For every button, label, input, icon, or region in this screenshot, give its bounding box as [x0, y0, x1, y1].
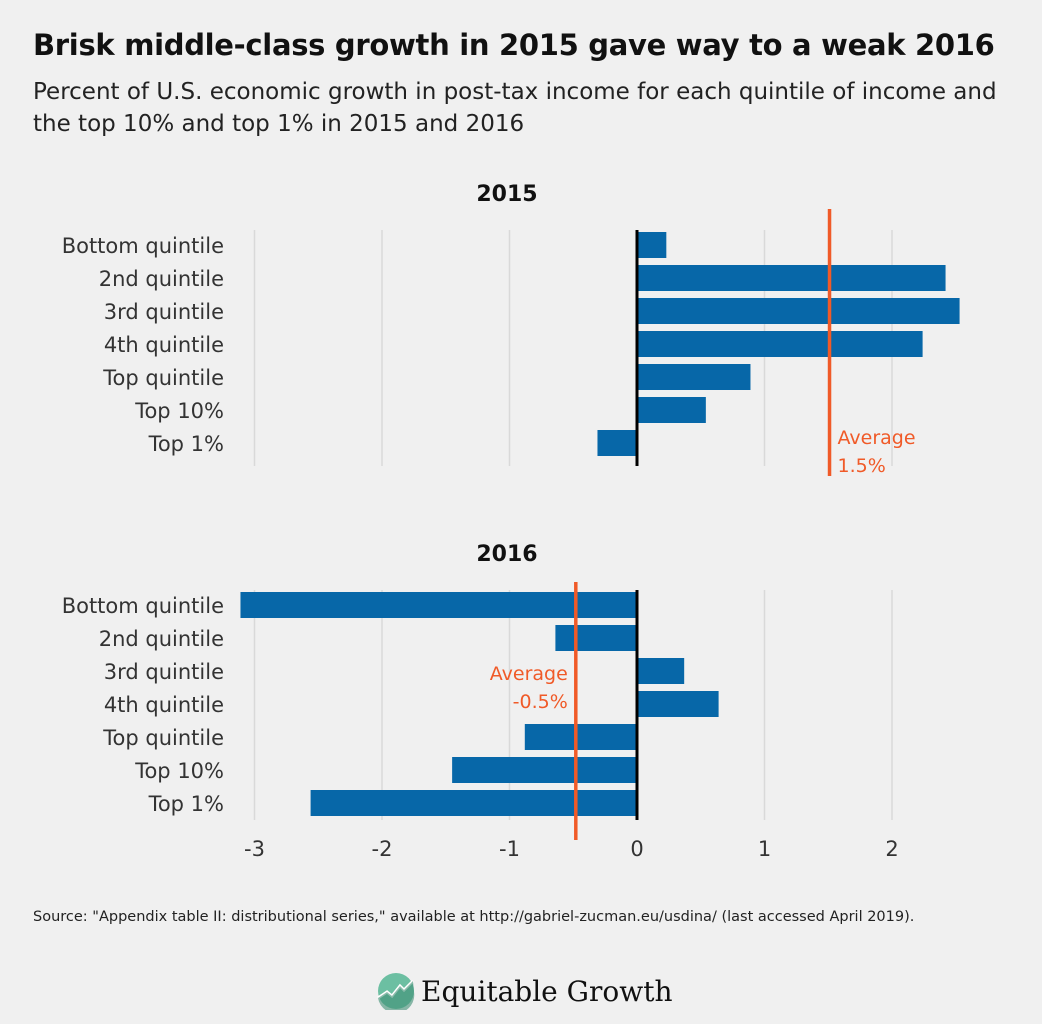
bar — [555, 625, 637, 651]
x-tick-label: 1 — [758, 837, 771, 861]
category-label: Top quintile — [102, 726, 224, 750]
bar — [637, 691, 719, 717]
bar — [452, 757, 637, 783]
x-tick-label: 2 — [885, 837, 898, 861]
average-value: 1.5% — [838, 455, 886, 477]
logo-text: Equitable Growth — [421, 974, 673, 1008]
bar — [524, 724, 637, 750]
category-label: Top 1% — [148, 792, 224, 816]
chart-title: Brisk middle-class growth in 2015 gave w… — [33, 28, 995, 62]
category-label: Top 10% — [134, 399, 224, 423]
bar — [310, 790, 637, 816]
category-label: 4th quintile — [104, 333, 224, 357]
bar — [597, 430, 637, 456]
panel-title: 2015 — [476, 182, 537, 207]
average-label: Average — [490, 663, 568, 685]
category-label: 3rd quintile — [104, 660, 224, 684]
logo: Equitable Growth — [377, 972, 673, 1010]
bar — [637, 232, 667, 258]
x-tick-label: -3 — [244, 837, 265, 861]
bar — [637, 265, 946, 291]
bar — [240, 592, 637, 618]
x-tick-label: 0 — [630, 837, 643, 861]
category-label: Top quintile — [102, 366, 224, 390]
source-note: Source: "Appendix table II: distribution… — [33, 909, 915, 925]
average-value: -0.5% — [513, 691, 568, 713]
bar — [637, 298, 960, 324]
panel-title: 2016 — [476, 542, 537, 567]
bar — [637, 397, 706, 423]
category-label: 2nd quintile — [99, 627, 224, 651]
category-label: 2nd quintile — [99, 267, 224, 291]
category-label: Top 1% — [148, 432, 224, 456]
rising-line-circle-icon — [377, 973, 415, 1010]
bar — [637, 658, 685, 684]
bar — [637, 331, 923, 357]
bar — [637, 364, 751, 390]
category-label: Top 10% — [134, 759, 224, 783]
x-tick-label: -2 — [372, 837, 393, 861]
category-label: Bottom quintile — [62, 594, 224, 618]
category-label: Bottom quintile — [62, 234, 224, 258]
chart-subtitle: Percent of U.S. economic growth in post-… — [33, 79, 997, 137]
category-label: 3rd quintile — [104, 300, 224, 324]
x-tick-label: -1 — [499, 837, 520, 861]
average-label: Average — [838, 427, 916, 449]
category-label: 4th quintile — [104, 693, 224, 717]
